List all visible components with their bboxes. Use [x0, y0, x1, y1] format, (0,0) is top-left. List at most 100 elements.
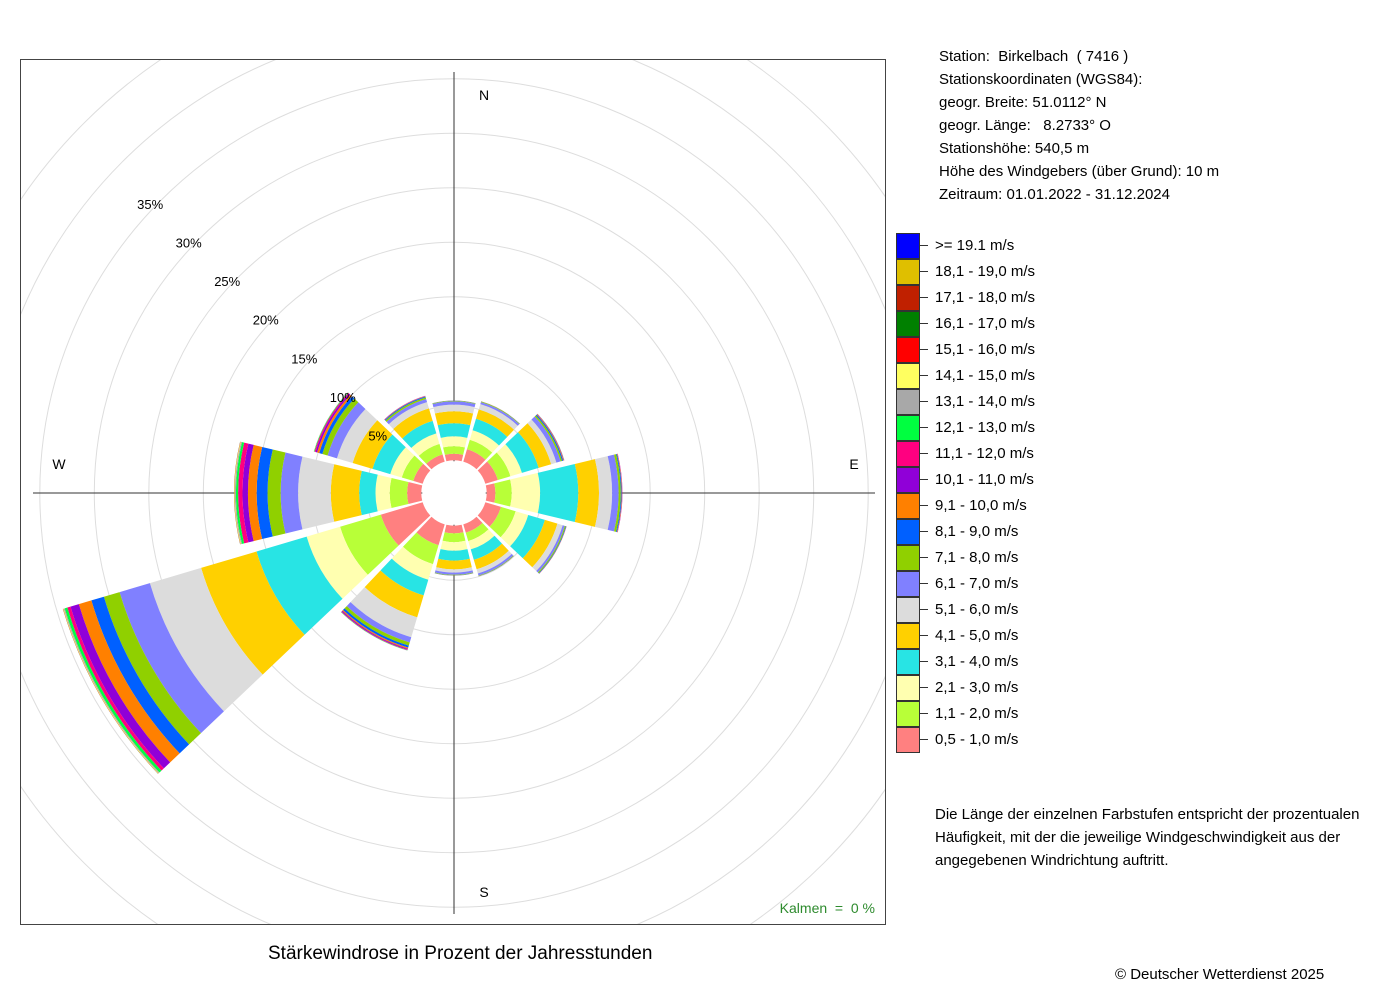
legend-tick [920, 661, 928, 662]
petal-segment [434, 411, 474, 426]
station-longitude: geogr. Länge: 8.2733° O [939, 117, 1111, 134]
legend-swatch [896, 311, 920, 337]
petal-segment [235, 442, 245, 544]
legend-label: 3,1 - 4,0 m/s [935, 653, 1019, 670]
legend-label: 5,1 - 6,0 m/s [935, 601, 1019, 618]
legend-item: 4,1 - 5,0 m/s [896, 623, 1096, 649]
explanation-note: Die Länge der einzelnen Farbstufen entsp… [935, 806, 1360, 869]
legend-swatch [896, 727, 920, 753]
petal-segment [473, 543, 509, 570]
petal-segment [485, 483, 496, 503]
legend-swatch [896, 675, 920, 701]
legend-swatch [896, 519, 920, 545]
legend-tick [920, 635, 928, 636]
wind-rose-plot-area: 5% 10% 15% 20% 25% 30% 35% N E S W Kalmen = 0 % [20, 59, 886, 925]
petal-segment [234, 441, 241, 545]
ring-label: 5% [368, 428, 387, 443]
petal-segment [319, 396, 355, 454]
legend-label: >= 19.1 m/s [935, 237, 1015, 254]
legend-item: 11,1 - 12,0 m/s [896, 441, 1096, 467]
legend-label: 12,1 - 13,0 m/s [935, 419, 1036, 436]
legend-swatch [896, 337, 920, 363]
petal-segment [432, 400, 476, 404]
legend-item: 6,1 - 7,0 m/s [896, 571, 1096, 597]
petal-segment [149, 567, 263, 712]
petal-segment [444, 453, 464, 462]
petal-segment [322, 398, 359, 456]
petal-30-deg [463, 401, 520, 470]
legend-item: 9,1 - 10,0 m/s [896, 493, 1096, 519]
legend-label: 9,1 - 10,0 m/s [935, 497, 1027, 514]
legend-swatch [896, 545, 920, 571]
legend-tick [920, 245, 928, 246]
center-disk [422, 461, 486, 525]
petal-segment [234, 441, 243, 545]
petal-segment [432, 400, 476, 404]
legend-label: 6,1 - 7,0 m/s [935, 575, 1019, 592]
legend-item: 5,1 - 6,0 m/s [896, 597, 1096, 623]
petal-segment [70, 604, 171, 769]
petal-segment [418, 443, 443, 464]
calm-percent-label: Kalmen = 0 % [779, 900, 875, 916]
petal-180-deg [434, 524, 474, 576]
petal-segment [317, 394, 353, 454]
petal-segment [478, 404, 518, 430]
legend-swatch [896, 623, 920, 649]
legend-tick [920, 401, 928, 402]
petal-segment [432, 400, 476, 404]
petal-270-deg [234, 441, 423, 545]
legend-label: 17,1 - 18,0 m/s [935, 289, 1036, 306]
petal-segment [614, 454, 621, 532]
legend-label: 4,1 - 5,0 m/s [935, 627, 1019, 644]
petal-segment [463, 449, 486, 470]
petal-0-deg [432, 400, 476, 462]
petal-segment [336, 408, 378, 463]
petal-segment [327, 402, 366, 459]
petal-segment [434, 570, 474, 575]
petal-segment [256, 446, 273, 540]
petal-segment [256, 536, 343, 635]
petal-segment [346, 602, 412, 643]
petal-segment [487, 452, 511, 480]
petal-segment [330, 464, 362, 522]
legend-tick [920, 349, 928, 350]
station-coordinates-heading: Stationskoordinaten (WGS84): [939, 71, 1143, 88]
petal-segment [472, 418, 508, 446]
station-name: Station: Birkelbach ( 7416 ) [939, 48, 1129, 65]
petal-segment [518, 423, 552, 468]
legend-item: 1,1 - 2,0 m/s [896, 701, 1096, 727]
legend-label: 0,5 - 1,0 m/s [935, 731, 1019, 748]
legend-swatch [896, 649, 920, 675]
legend-label: 7,1 - 8,0 m/s [935, 549, 1019, 566]
ring-label: 25% [214, 274, 240, 289]
legend-item: 2,1 - 3,0 m/s [896, 675, 1096, 701]
petal-60-deg [477, 413, 565, 484]
station-latitude: geogr. Breite: 51.0112° N [939, 94, 1107, 111]
petal-segment [359, 470, 378, 516]
petal-segment [477, 553, 514, 576]
petal-segment [434, 572, 474, 576]
petal-segment [372, 434, 406, 475]
legend-tick [920, 687, 928, 688]
petal-segment [390, 447, 415, 478]
petal-segment [477, 461, 498, 484]
petal-segment [496, 444, 522, 477]
petal-segment [494, 479, 512, 507]
petal-segment [402, 532, 439, 565]
petal-segment [532, 523, 563, 572]
ring-label: 15% [291, 351, 317, 366]
legend-label: 15,1 - 16,0 m/s [935, 341, 1036, 358]
legend-swatch [896, 571, 920, 597]
legend-swatch [896, 701, 920, 727]
legend-label: 16,1 - 17,0 m/s [935, 315, 1036, 332]
petal-segment [389, 477, 409, 509]
petal-segment [442, 532, 466, 543]
legend-label: 10,1 - 11,0 m/s [935, 471, 1034, 488]
petal-segment [380, 558, 429, 596]
petal-segment [489, 506, 516, 538]
ring-label: 30% [176, 236, 202, 251]
legend-item: 14,1 - 15,0 m/s [896, 363, 1096, 389]
petal-segment [78, 600, 180, 763]
petal-segment [433, 404, 475, 414]
petal-segment [247, 444, 263, 542]
